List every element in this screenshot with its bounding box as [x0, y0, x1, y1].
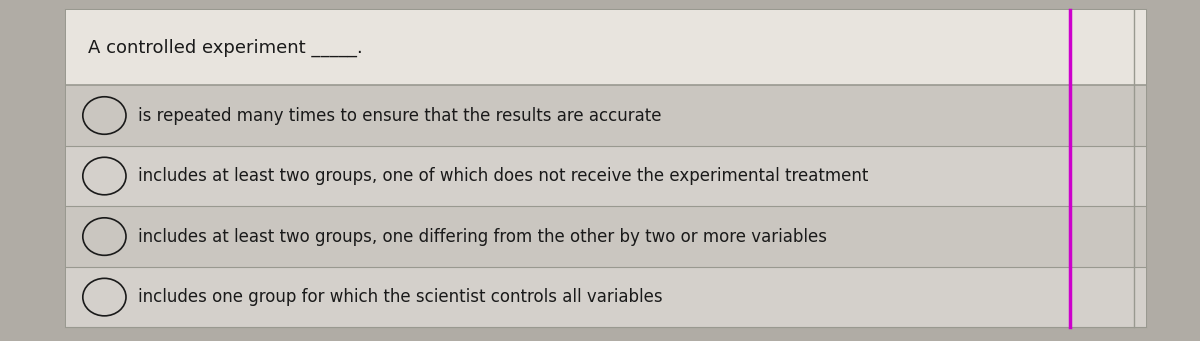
FancyBboxPatch shape	[66, 267, 1146, 327]
FancyBboxPatch shape	[66, 146, 1146, 206]
Text: includes at least two groups, one of which does not receive the experimental tre: includes at least two groups, one of whi…	[138, 167, 869, 185]
FancyBboxPatch shape	[66, 10, 1146, 327]
FancyBboxPatch shape	[66, 206, 1146, 267]
FancyBboxPatch shape	[66, 10, 1146, 85]
Text: A controlled experiment _____.: A controlled experiment _____.	[88, 39, 362, 57]
Text: includes one group for which the scientist controls all variables: includes one group for which the scienti…	[138, 288, 662, 306]
Text: is repeated many times to ensure that the results are accurate: is repeated many times to ensure that th…	[138, 106, 661, 124]
Text: includes at least two groups, one differing from the other by two or more variab: includes at least two groups, one differ…	[138, 227, 827, 246]
FancyBboxPatch shape	[66, 85, 1146, 146]
